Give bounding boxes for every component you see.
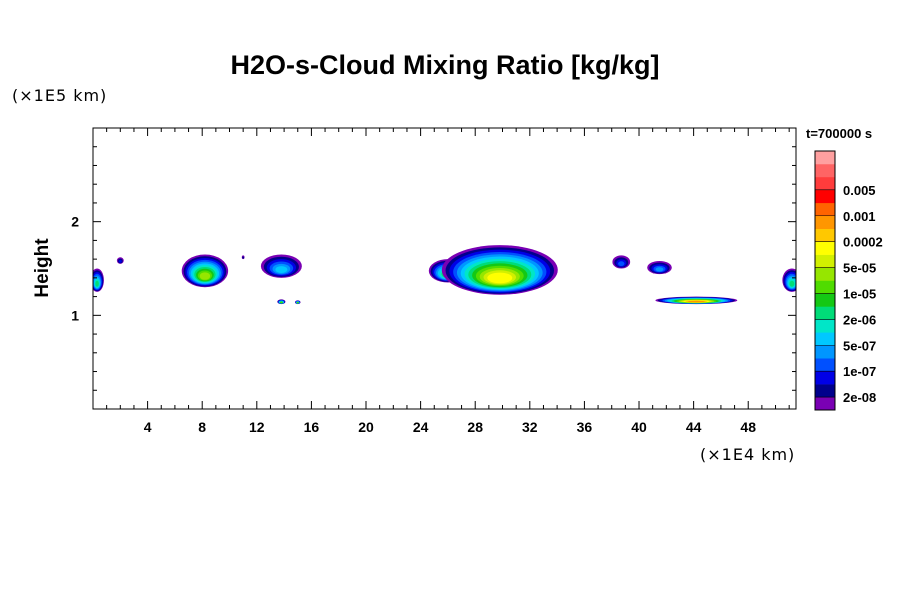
cloud-feature: [181, 254, 229, 288]
colorbar-swatch: [815, 358, 835, 372]
time-label: t=700000 s: [806, 126, 872, 141]
cloud-level: [487, 272, 513, 284]
colorbar-swatch: [815, 345, 835, 359]
x-tick-label: 44: [686, 419, 702, 435]
cloud-level: [789, 280, 795, 287]
cloud-level: [280, 301, 283, 304]
x-tick-label: 28: [467, 419, 483, 435]
colorbar-label: 0.0002: [843, 235, 883, 250]
cloud-level: [618, 261, 625, 267]
colorbar-swatch: [815, 228, 835, 242]
x-tick-label: 8: [198, 419, 206, 435]
colorbar-swatch: [815, 319, 835, 333]
cloud-feature: [782, 268, 796, 292]
colorbar-label: 5e-05: [843, 261, 876, 276]
colorbar-label: 1e-07: [843, 364, 876, 379]
cloud-level: [275, 266, 288, 273]
cloud-feature: [277, 299, 286, 305]
cloud-feature: [241, 255, 245, 260]
colorbar-label: 2e-08: [843, 390, 876, 405]
colorbar-label: 0.001: [843, 209, 876, 224]
x-tick-label: 40: [631, 419, 647, 435]
colorbar-swatch: [815, 384, 835, 398]
cloud-feature: [116, 257, 124, 264]
colorbar-swatch: [815, 215, 835, 229]
cloud-feature: [295, 300, 301, 305]
colorbar-swatch: [815, 202, 835, 217]
cloud-field: [93, 245, 796, 305]
colorbar-swatch: [815, 241, 835, 255]
y-tick-label: 1: [71, 307, 79, 323]
plot-frame: [92, 127, 797, 410]
cloud-feature: [612, 255, 631, 269]
cloud-feature: [93, 268, 104, 292]
cloud-level: [296, 302, 299, 304]
cloud-level: [118, 259, 122, 263]
colorbar-label: 0.005: [843, 183, 876, 198]
colorbar: 2e-08 1e-07 5e-07 2e-06 1e-05 5e-05 0.0002 0.00…: [814, 150, 883, 411]
x-tick-label: 32: [522, 419, 538, 435]
colorbar-swatch: [815, 397, 835, 411]
x-axis-unit: (×1E4 km): [700, 445, 795, 464]
cloud-level: [242, 256, 245, 259]
colorbar-swatch: [815, 267, 835, 281]
colorbar-swatch: [815, 254, 835, 268]
colorbar-swatch: [815, 280, 835, 294]
cloud-level: [95, 280, 99, 287]
x-tick-label: 24: [413, 419, 429, 435]
chart-title: H2O-s-Cloud Mixing Ratio [kg/kg]: [231, 50, 660, 80]
colorbar-swatch: [815, 371, 835, 385]
x-tick-label: 12: [249, 419, 265, 435]
cloud-level: [687, 300, 705, 303]
x-tick-label: 48: [740, 419, 756, 435]
cloud-feature: [655, 296, 738, 305]
y-axis-unit: (×1E5 km): [12, 86, 107, 105]
colorbar-swatch: [815, 163, 835, 178]
colorbar-label: 2e-06: [843, 312, 876, 327]
x-tick-label: 4: [144, 419, 152, 435]
y-tick-label: 2: [71, 214, 79, 230]
cloud-feature: [260, 254, 302, 278]
colorbar-swatch: [815, 293, 835, 307]
colorbar-swatch: [815, 189, 835, 204]
cloud-level: [655, 267, 664, 272]
x-tick-label: 16: [304, 419, 320, 435]
x-tick-label: 20: [358, 419, 374, 435]
cloud-feature: [647, 261, 672, 275]
x-tick-label: 36: [577, 419, 593, 435]
colorbar-swatch: [815, 306, 835, 320]
colorbar-label: 5e-07: [843, 338, 876, 353]
cloud-level: [199, 272, 211, 280]
cloud-feature: [441, 245, 558, 295]
y-axis-label: Height: [32, 238, 53, 298]
colorbar-swatch: [815, 176, 835, 191]
colorbar-swatch: [815, 151, 835, 165]
colorbar-frame: [814, 150, 836, 411]
colorbar-label: 1e-05: [843, 286, 876, 301]
colorbar-swatch: [815, 332, 835, 346]
